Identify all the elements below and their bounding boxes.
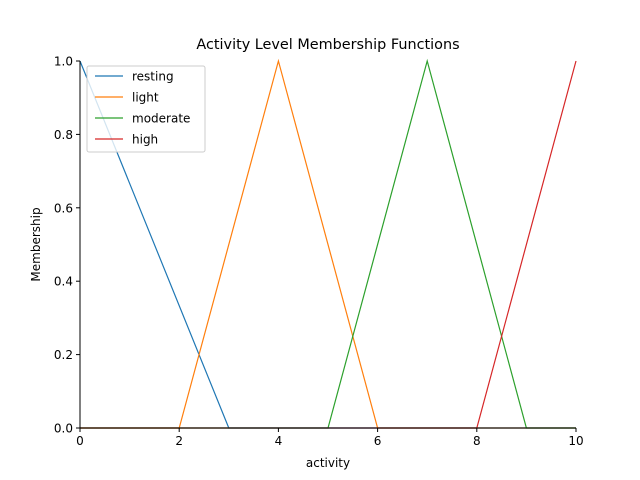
y-tick-label: 0.8 (54, 128, 73, 142)
y-tick-label: 0.2 (54, 348, 73, 362)
x-axis-label: activity (306, 456, 350, 470)
y-tick-label: 1.0 (54, 55, 73, 69)
y-axis-label: Membership (29, 207, 43, 281)
x-tick-label: 0 (76, 434, 84, 448)
axes (79, 61, 576, 429)
legend-label-high: high (132, 133, 158, 147)
y-tick-label: 0.6 (54, 201, 73, 215)
legend-label-light: light (132, 91, 159, 105)
y-tick-label: 0.4 (54, 275, 73, 289)
y-ticks: 0.0 0.2 0.4 0.6 0.8 1.0 (54, 55, 80, 436)
legend-label-moderate: moderate (132, 112, 190, 126)
x-tick-label: 2 (175, 434, 183, 448)
x-tick-label: 6 (374, 434, 382, 448)
chart-title: Activity Level Membership Functions (196, 37, 459, 53)
x-tick-label: 10 (568, 434, 583, 448)
x-tick-label: 8 (473, 434, 481, 448)
legend: resting light moderate high (86, 65, 206, 153)
legend-label-resting: resting (132, 70, 174, 84)
x-ticks: 0 2 4 6 8 10 (76, 428, 584, 448)
legend-frame (86, 65, 206, 153)
x-tick-label: 4 (275, 434, 283, 448)
y-tick-label: 0.0 (54, 422, 73, 436)
